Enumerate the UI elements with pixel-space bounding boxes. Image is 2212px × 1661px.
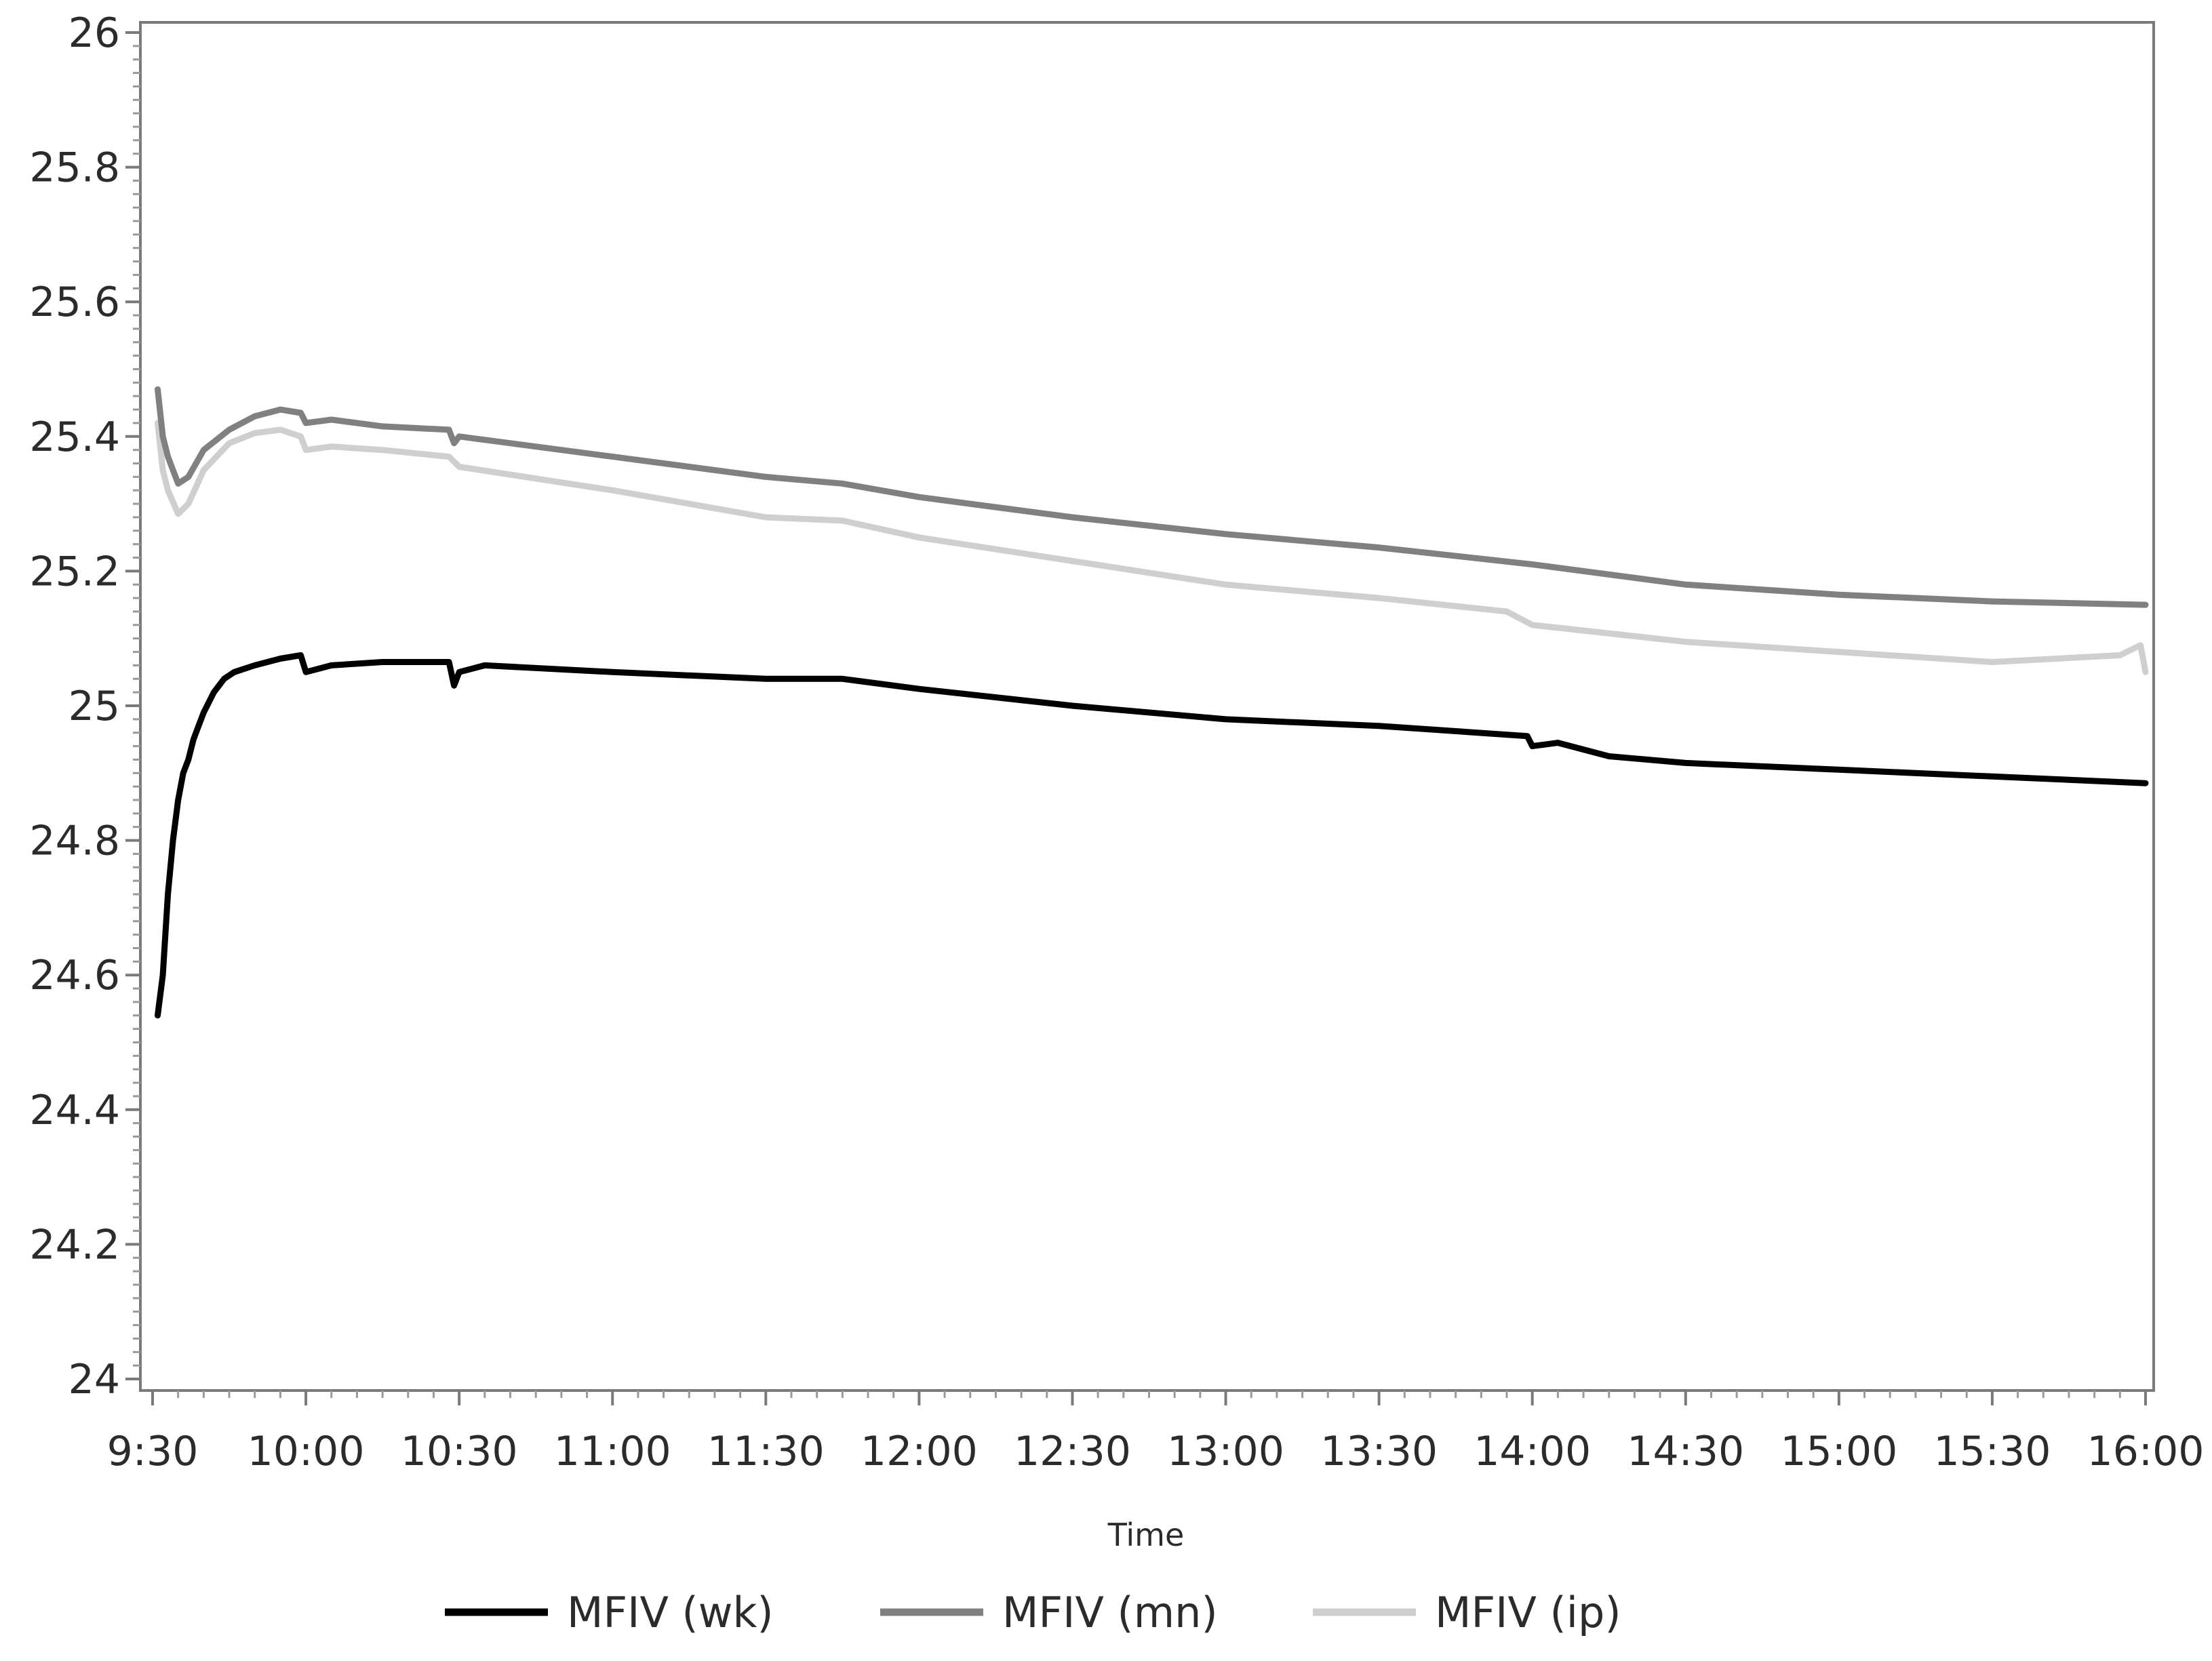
series-line-0: [155, 652, 2149, 1019]
x-axis: 9:30 10:00 10:30 11:00 11:30 12:00 12:30 13:00 1…: [107, 1390, 2205, 1475]
legend-label-0: MFIV (wk): [567, 1588, 774, 1637]
y-tick-label: 25: [68, 683, 120, 730]
legend: MFIV (wk) MFIV (mn) MFIV (ip): [445, 1588, 1621, 1637]
x-tick-label: 11:00: [554, 1428, 671, 1475]
series-line-2: [155, 420, 2149, 675]
x-tick-label: 13:30: [1320, 1428, 1438, 1475]
legend-label-2: MFIV (ip): [1435, 1588, 1621, 1637]
x-tick-label: 12:00: [861, 1428, 978, 1475]
x-tick-label: 15:00: [1780, 1428, 1897, 1475]
x-tick-label: 9:30: [107, 1428, 199, 1475]
y-axis: 26 25.8 25.6 25.4 25.2 25 24.8 24.6 24.4 24.2 24: [29, 9, 140, 1403]
x-axis-minor-ticks: [177, 1390, 2121, 1398]
y-tick-label: 24.6: [29, 952, 120, 999]
y-tick-label: 26: [68, 9, 120, 57]
y-tick-label: 25.8: [29, 144, 120, 192]
x-tick-label: 13:00: [1167, 1428, 1284, 1475]
x-axis-title: Time: [1107, 1517, 1185, 1553]
x-tick-label: 10:30: [401, 1428, 518, 1475]
y-tick-label: 24.4: [29, 1087, 120, 1134]
y-tick-label: 25.2: [29, 548, 120, 595]
plot-area: [139, 21, 2155, 1392]
y-tick-label: 25.6: [29, 279, 120, 326]
x-tick-label: 14:00: [1474, 1428, 1591, 1475]
series-lines: [155, 386, 2149, 1019]
y-tick-label: 24.2: [29, 1221, 120, 1268]
series-line-1: [155, 386, 2149, 608]
y-tick-label: 25.4: [29, 414, 120, 461]
legend-label-1: MFIV (mn): [1002, 1588, 1218, 1637]
x-tick-label: 12:30: [1014, 1428, 1131, 1475]
x-tick-label: 11:30: [707, 1428, 825, 1475]
y-axis-minor-ticks: [133, 45, 140, 1367]
x-tick-label: 15:30: [1933, 1428, 2051, 1475]
x-tick-label: 16:00: [2087, 1428, 2205, 1475]
y-tick-label: 24.8: [29, 818, 120, 865]
x-tick-label: 14:30: [1627, 1428, 1744, 1475]
y-tick-label: 24: [68, 1356, 120, 1403]
x-tick-label: 10:00: [248, 1428, 365, 1475]
